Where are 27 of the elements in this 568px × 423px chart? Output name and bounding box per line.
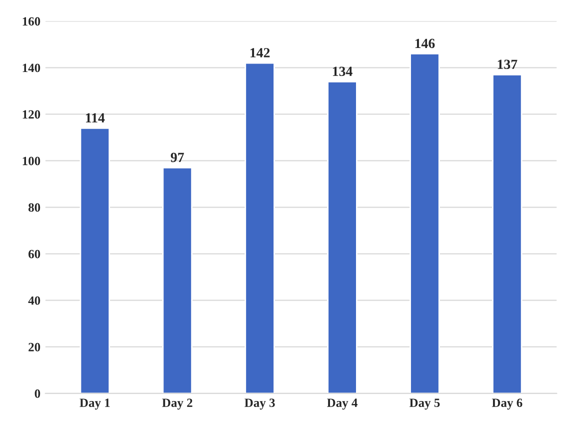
data-label: 114 (86, 113, 105, 122)
bar (162, 167, 192, 394)
data-label: 97 (170, 152, 184, 162)
y-tick-label: 160 (22, 17, 40, 26)
bar (327, 80, 358, 394)
x-tick-label: Day 1 (80, 398, 110, 410)
x-tick-label: Day 5 (409, 398, 440, 410)
bar (80, 127, 110, 394)
y-tick-label: 0 (34, 389, 40, 398)
data-label: 146 (415, 38, 435, 48)
y-tick-label: 20 (28, 342, 40, 352)
y-tick-label: 120 (22, 110, 40, 119)
x-tick-label: Day 6 (492, 398, 522, 410)
y-tick-label: 140 (22, 64, 40, 72)
x-tick-label: Day 4 (327, 398, 358, 410)
x-tick-label: Day 2 (162, 398, 192, 410)
x-tick-label: Day 3 (244, 398, 275, 410)
y-tick-label: 40 (28, 296, 40, 305)
y-tick-label: 80 (28, 203, 40, 212)
data-label: 134 (332, 66, 352, 76)
bar (244, 62, 275, 394)
y-tick-label: 100 (22, 156, 40, 166)
bar (410, 53, 440, 394)
data-label: 137 (498, 60, 518, 70)
bar (492, 74, 522, 394)
data-label: 142 (250, 48, 270, 58)
y-tick-label: 60 (28, 250, 40, 258)
